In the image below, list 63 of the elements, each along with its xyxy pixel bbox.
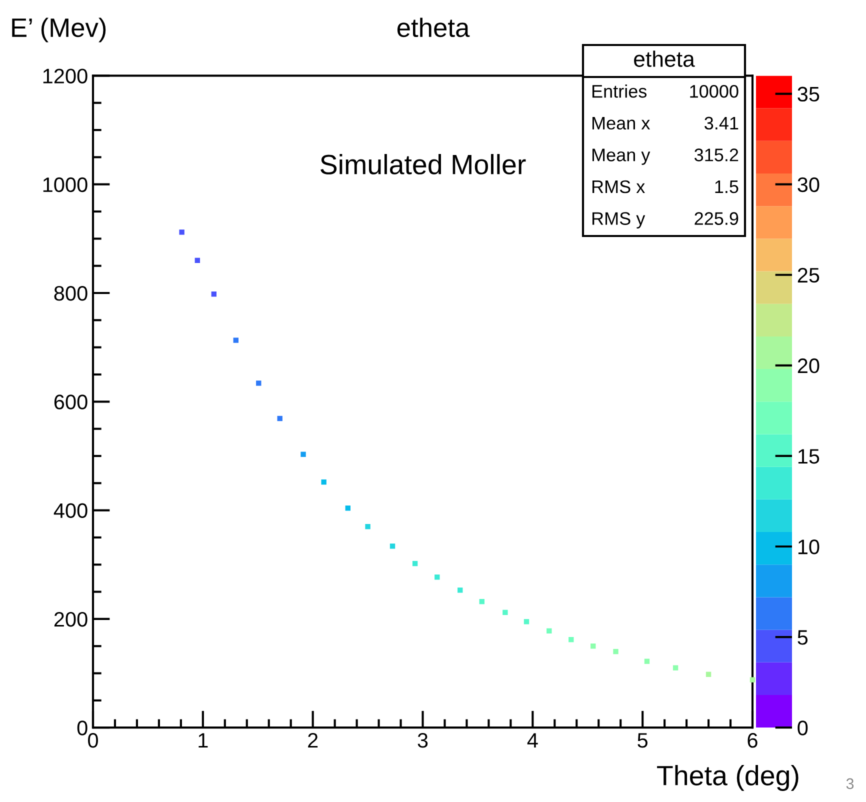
annotation: Mean y	[592, 148, 650, 165]
point	[211, 291, 217, 297]
chart-title: etheta	[397, 18, 470, 38]
annotation: 315.2	[694, 148, 738, 162]
y-tick-label: 1200	[43, 68, 88, 84]
text: 3	[846, 778, 854, 790]
y-axis-title: E’ (Mev)	[12, 18, 106, 42]
color-bar-label: 5	[798, 630, 808, 645]
point	[479, 598, 484, 604]
color-bar-label: 20	[798, 358, 820, 374]
point	[365, 524, 370, 530]
color-bar-label: 25	[798, 268, 820, 283]
point	[256, 380, 262, 386]
point	[568, 636, 574, 642]
point	[750, 677, 756, 682]
x-axis-title: Theta (deg)	[657, 765, 798, 791]
annotation: Entries	[592, 84, 647, 98]
y-tick-label: 1000	[43, 177, 88, 192]
annotation: RMS x	[592, 180, 645, 194]
y-tick-label: 800	[54, 286, 88, 301]
y-tick-label: 600	[54, 394, 88, 410]
point	[546, 628, 552, 634]
annotation: 1.5	[715, 180, 738, 194]
point	[412, 560, 418, 566]
point	[434, 574, 440, 580]
annotation: Simulated Moller	[320, 154, 526, 174]
annotation: 225.9	[694, 212, 738, 225]
annotation: 10000	[690, 84, 738, 98]
x-tick-label: 3	[418, 733, 428, 748]
point	[524, 619, 530, 624]
color-bar-label: 10	[798, 540, 820, 554]
annotation: 3.41	[704, 116, 738, 130]
point	[321, 479, 326, 485]
color-bar-label: 35	[798, 86, 820, 102]
y-tick-label: 0	[77, 720, 88, 736]
point	[706, 672, 712, 677]
x-tick-label: 1	[198, 733, 208, 748]
y-tick-label: 200	[54, 612, 88, 627]
x-tick-label: 0	[88, 733, 98, 748]
point	[390, 544, 396, 549]
point	[502, 610, 508, 616]
annotation: RMS y	[592, 212, 646, 229]
point	[194, 258, 200, 264]
point	[458, 588, 463, 593]
point	[644, 658, 650, 664]
point	[300, 452, 306, 457]
annotation: Mean x	[592, 116, 650, 130]
point	[672, 665, 678, 670]
x-tick-label: 6	[748, 733, 758, 748]
point	[345, 506, 350, 511]
color-bar-label: 0	[798, 720, 808, 736]
text: etheta	[634, 50, 695, 67]
color-bar-label: 15	[798, 449, 820, 464]
x-tick-label: 4	[527, 733, 538, 748]
x-tick-label: 5	[638, 733, 648, 748]
point	[613, 648, 618, 654]
color-bar-label: 30	[798, 177, 820, 192]
point	[179, 230, 184, 235]
point	[590, 644, 596, 649]
point	[233, 338, 238, 343]
y-tick-label: 400	[54, 503, 88, 518]
x-tick-label: 2	[308, 733, 318, 748]
point	[277, 416, 282, 422]
